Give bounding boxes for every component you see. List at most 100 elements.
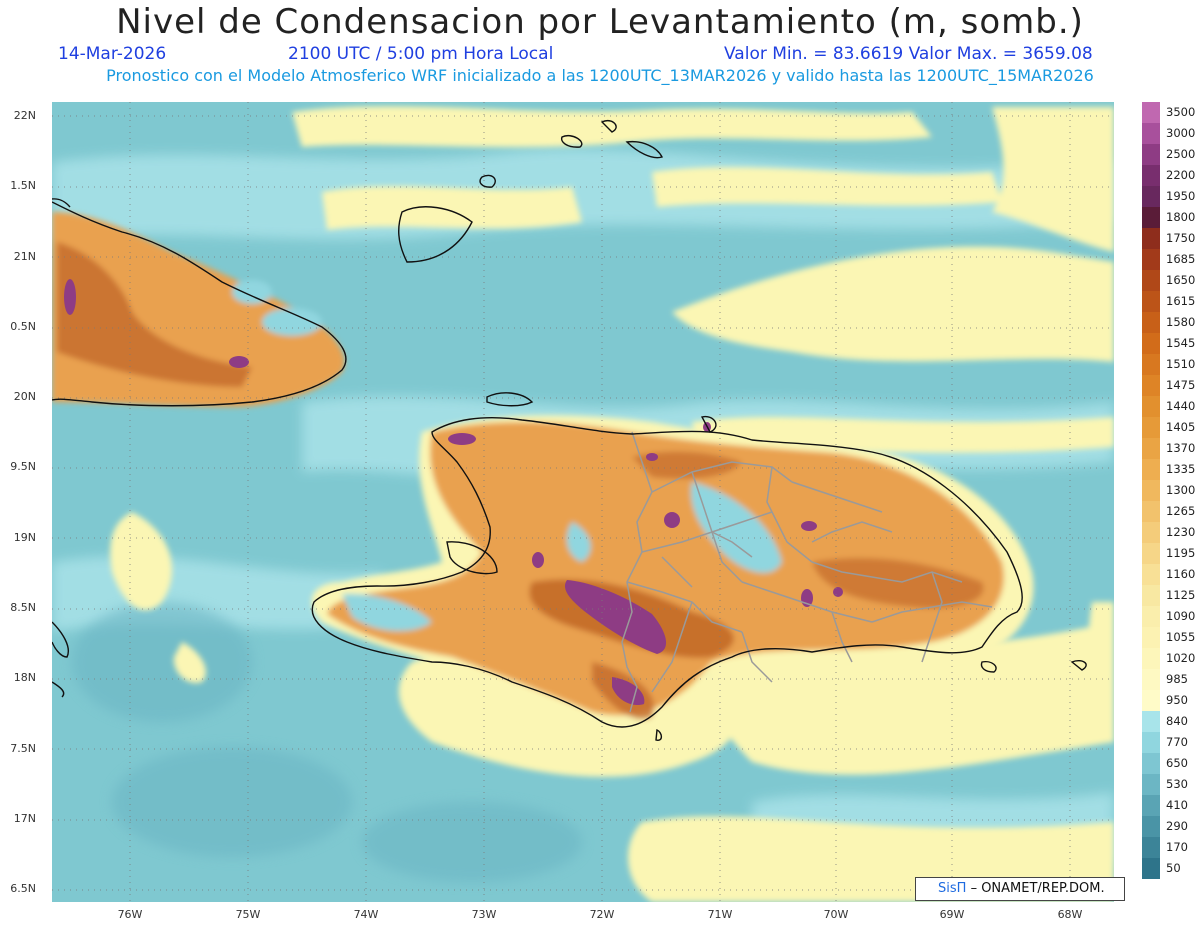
legend-row: 1405 (1142, 417, 1198, 438)
credit-text: – ONAMET/REP.DOM. (970, 881, 1105, 896)
lon-label: 73W (471, 908, 497, 921)
legend-label: 1800 (1166, 210, 1196, 224)
legend-label: 1265 (1166, 504, 1196, 518)
legend-row: 3000 (1142, 123, 1198, 144)
legend-row: 1020 (1142, 648, 1198, 669)
lat-label: 7.5N (10, 742, 36, 755)
legend-swatch (1142, 375, 1160, 396)
legend-row: 1335 (1142, 459, 1198, 480)
legend-row: 1580 (1142, 312, 1198, 333)
credit-box: SisΠ – ONAMET/REP.DOM. (915, 877, 1125, 901)
legend-swatch (1142, 648, 1160, 669)
legend-label: 1370 (1166, 441, 1196, 455)
lon-label: 69W (939, 908, 965, 921)
legend-row: 1800 (1142, 207, 1198, 228)
cuba-land-field (52, 212, 345, 407)
legend-swatch (1142, 711, 1160, 732)
legend-swatch (1142, 459, 1160, 480)
legend-row: 950 (1142, 690, 1198, 711)
lat-label: 1.5N (10, 179, 36, 192)
legend-row: 1650 (1142, 270, 1198, 291)
legend-label: 650 (1166, 756, 1188, 770)
legend-label: 840 (1166, 714, 1188, 728)
legend-swatch (1142, 291, 1160, 312)
lat-label: 22N (13, 109, 36, 122)
forecast-date: 14-Mar-2026 (58, 44, 167, 64)
legend-label: 1195 (1166, 546, 1196, 560)
legend-swatch (1142, 102, 1160, 123)
legend-label: 1580 (1166, 315, 1196, 329)
province-borders (621, 431, 993, 713)
legend-swatch (1142, 501, 1160, 522)
legend-label: 1685 (1166, 252, 1196, 266)
info-line: 14-Mar-2026 2100 UTC / 5:00 pm Hora Loca… (0, 44, 1200, 66)
legend-swatch (1142, 207, 1160, 228)
legend-label: 170 (1166, 840, 1188, 854)
legend-row: 1055 (1142, 627, 1198, 648)
legend-label: 1545 (1166, 336, 1196, 350)
legend-label: 2200 (1166, 168, 1196, 182)
legend-swatch (1142, 837, 1160, 858)
lat-label: 0.5N (10, 320, 36, 333)
legend-row: 770 (1142, 732, 1198, 753)
legend-row: 530 (1142, 774, 1198, 795)
legend-label: 1335 (1166, 462, 1196, 476)
legend-row: 840 (1142, 711, 1198, 732)
min-max-values: Valor Min. = 83.6619 Valor Max. = 3659.0… (724, 44, 1093, 64)
legend-row: 1125 (1142, 585, 1198, 606)
lat-label: 21N (13, 250, 36, 263)
legend-label: 1440 (1166, 399, 1196, 413)
legend-row: 1950 (1142, 186, 1198, 207)
legend-label: 2500 (1166, 147, 1196, 161)
model-info: Pronostico con el Modelo Atmosferico WRF… (106, 66, 1094, 85)
legend-label: 3000 (1166, 126, 1196, 140)
legend-row: 1230 (1142, 522, 1198, 543)
purple-highs (64, 279, 843, 706)
legend-row: 290 (1142, 816, 1198, 837)
legend-row: 2200 (1142, 165, 1198, 186)
dark-sea-patches (52, 262, 582, 882)
grid-lines (52, 102, 1114, 902)
map-title: Nivel de Condensacion por Levantamiento … (116, 2, 1084, 42)
legend-swatch (1142, 606, 1160, 627)
legend-label: 1950 (1166, 189, 1196, 203)
lon-label: 70W (823, 908, 849, 921)
legend-row: 2500 (1142, 144, 1198, 165)
legend-swatch (1142, 249, 1160, 270)
legend-swatch (1142, 627, 1160, 648)
legend-row: 1750 (1142, 228, 1198, 249)
legend-swatch (1142, 522, 1160, 543)
lon-label: 72W (589, 908, 615, 921)
legend-swatch (1142, 480, 1160, 501)
legend-swatch (1142, 333, 1160, 354)
legend-label: 1650 (1166, 273, 1196, 287)
legend-label: 1300 (1166, 483, 1196, 497)
legend-label: 1405 (1166, 420, 1196, 434)
legend-label: 1055 (1166, 630, 1196, 644)
legend-swatch (1142, 585, 1160, 606)
legend-swatch (1142, 774, 1160, 795)
legend-label: 770 (1166, 735, 1188, 749)
lat-label: 6.5N (10, 882, 36, 895)
legend-row: 1685 (1142, 249, 1198, 270)
legend-swatch (1142, 312, 1160, 333)
lon-label: 71W (707, 908, 733, 921)
legend-row: 1090 (1142, 606, 1198, 627)
forecast-time: 2100 UTC / 5:00 pm Hora Local (288, 44, 554, 64)
legend-swatch (1142, 753, 1160, 774)
legend-row: 50 (1142, 858, 1198, 879)
lat-label: 17N (13, 812, 36, 825)
legend-row: 3500 (1142, 102, 1198, 123)
legend-label: 1125 (1166, 588, 1196, 602)
legend-swatch (1142, 732, 1160, 753)
legend-swatch (1142, 858, 1160, 879)
legend-swatch (1142, 690, 1160, 711)
legend-swatch (1142, 417, 1160, 438)
legend-row: 1615 (1142, 291, 1198, 312)
lon-label: 75W (235, 908, 261, 921)
legend-label: 985 (1166, 672, 1188, 686)
legend-row: 1370 (1142, 438, 1198, 459)
legend-swatch (1142, 354, 1160, 375)
legend-label: 1020 (1166, 651, 1196, 665)
legend-swatch (1142, 438, 1160, 459)
